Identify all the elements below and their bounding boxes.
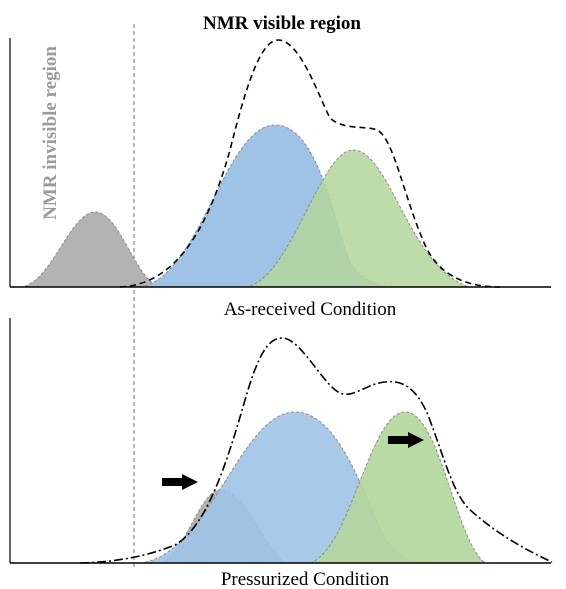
bottom-green-peak (309, 411, 487, 564)
top-panel: As-received Condition (9, 38, 551, 320)
diagram-title: NMR visible region (203, 13, 361, 34)
top-gray-peak (19, 211, 161, 288)
nmr-invisible-region-label: NMR invisible region (40, 46, 61, 220)
right-arrow-icon (388, 432, 424, 448)
top-envelope-curve (119, 39, 501, 288)
top-green-peak (244, 149, 471, 288)
bottom-envelope-curve (79, 337, 553, 564)
bottom-panel-caption: Pressurized Condition (221, 569, 390, 589)
bottom-panel: Pressurized Condition (9, 318, 553, 589)
top-panel-caption: As-received Condition (224, 299, 397, 320)
right-arrow-icon (162, 474, 198, 490)
